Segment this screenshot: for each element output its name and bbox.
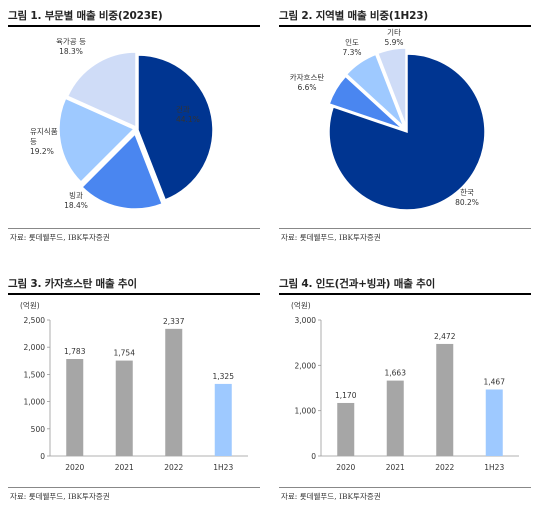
- slice-label: 유지식품: [30, 127, 58, 136]
- y-tick-label: 2,000: [295, 361, 317, 370]
- source-rule: [8, 487, 260, 488]
- pie-slice: [66, 51, 137, 129]
- slice-value-label: 7.3%: [342, 48, 361, 57]
- slice-label: 빙과: [69, 191, 83, 200]
- source-note: 자료: 롯데웰푸드, IBK투자증권: [10, 492, 110, 501]
- title-rule: [279, 25, 531, 27]
- source-note: 자료: 롯데웰푸드, IBK투자증권: [281, 492, 381, 501]
- bar-value-label: 2,472: [434, 332, 456, 341]
- bar: [115, 360, 133, 456]
- slice-label: 등: [30, 137, 37, 146]
- y-tick-label: 1,000: [295, 407, 317, 416]
- slice-value-label: 6.6%: [297, 83, 316, 92]
- bar: [165, 328, 183, 456]
- x-tick-label: 2022: [435, 463, 454, 472]
- bar: [66, 359, 84, 456]
- y-tick-label: 3,000: [295, 316, 317, 325]
- chart-panel-2: 그림 2. 지역별 매출 비중(1H23) 한국 80.2% 카자흐스탄 6.6% 인도…: [279, 8, 531, 244]
- slice-value-label: 5.9%: [384, 38, 403, 47]
- slice-value-label: 18.3%: [59, 47, 83, 56]
- y-axis-unit: (억원): [20, 301, 40, 310]
- pie-slice: [376, 47, 407, 127]
- x-tick-label: 1H23: [213, 463, 233, 472]
- y-tick-label: 2,000: [24, 343, 46, 352]
- chart-panel-4: 그림 4. 인도(건과+빙과) 매출 추이 (억원) 0 1,000 2,000 3,0…: [279, 276, 531, 506]
- y-tick-label: 1,500: [24, 370, 46, 379]
- y-tick-label: 1,000: [24, 398, 46, 407]
- chart-title: 그림 4. 인도(건과+빙과) 매출 추이: [279, 278, 436, 290]
- title-rule: [279, 293, 531, 295]
- slice-label: 건과: [176, 104, 190, 114]
- slice-value-label: 19.2%: [30, 147, 54, 156]
- source-rule: [279, 487, 531, 488]
- chart-panel-1: 그림 1. 부문별 매출 비중(2023E) 건과 44.1% 빙과 18.4% 유지식…: [8, 8, 260, 244]
- y-tick-label: 0: [311, 452, 316, 461]
- bar-chart: (억원) 0 500 1,000 1,500 2,000 2,500 1,783 2020 1,7…: [20, 301, 248, 472]
- chart-panel-3: 그림 3. 카자흐스탄 매출 추이 (억원) 0 500 1,000 1,500 2,00…: [8, 276, 260, 506]
- source-note: 자료: 롯데웰푸드, IBK투자증권: [10, 233, 110, 242]
- x-tick-label: 2020: [336, 463, 355, 472]
- slice-value-label: 80.2%: [455, 198, 479, 207]
- bar-value-label: 1,170: [335, 391, 357, 400]
- pie-slice: [328, 53, 486, 211]
- bar: [485, 389, 503, 456]
- pie-slice: [328, 75, 404, 130]
- bar-value-label: 2,337: [163, 317, 185, 326]
- slice-label: 한국: [460, 188, 474, 197]
- slice-value-label: 18.4%: [64, 201, 88, 210]
- bar-chart: (억원) 0 1,000 2,000 3,000 1,170 2020 1,663 2021 2,…: [291, 301, 519, 472]
- bar: [214, 383, 232, 456]
- y-tick-label: 500: [31, 425, 46, 434]
- pie-slice: [80, 132, 164, 210]
- x-tick-label: 2020: [65, 463, 84, 472]
- chart-title: 그림 3. 카자흐스탄 매출 추이: [8, 278, 137, 290]
- bar: [436, 343, 454, 456]
- bar: [337, 402, 355, 456]
- slice-label: 카자흐스탄: [290, 72, 325, 82]
- pie-slice: [58, 97, 136, 184]
- slice-label: 육가공 등: [56, 37, 86, 46]
- slice-value-label: 44.1%: [176, 115, 200, 124]
- x-tick-label: 2021: [386, 463, 405, 472]
- pie-slice: [345, 53, 405, 128]
- source-note: 자료: 롯데웰푸드, IBK투자증권: [281, 233, 381, 242]
- source-rule: [8, 228, 260, 229]
- chart-title: 그림 1. 부문별 매출 비중(2023E): [8, 10, 163, 22]
- bar-value-label: 1,325: [213, 372, 235, 381]
- pie-slice: [137, 54, 214, 201]
- slice-label: 기타: [387, 28, 401, 37]
- bar-value-label: 1,754: [114, 349, 136, 358]
- chart-title: 그림 2. 지역별 매출 비중(1H23): [279, 10, 428, 22]
- slice-label: 인도: [345, 37, 359, 47]
- bar-value-label: 1,467: [484, 377, 506, 386]
- source-rule: [279, 228, 531, 229]
- title-rule: [8, 25, 260, 27]
- title-rule: [8, 293, 260, 295]
- y-tick-label: 0: [40, 452, 45, 461]
- x-tick-label: 2021: [115, 463, 134, 472]
- y-axis-unit: (억원): [291, 301, 311, 310]
- bar: [386, 380, 404, 456]
- x-tick-label: 2022: [164, 463, 183, 472]
- bar-value-label: 1,783: [64, 347, 86, 356]
- bar-value-label: 1,663: [385, 369, 407, 378]
- y-tick-label: 2,500: [24, 316, 46, 325]
- x-tick-label: 1H23: [484, 463, 504, 472]
